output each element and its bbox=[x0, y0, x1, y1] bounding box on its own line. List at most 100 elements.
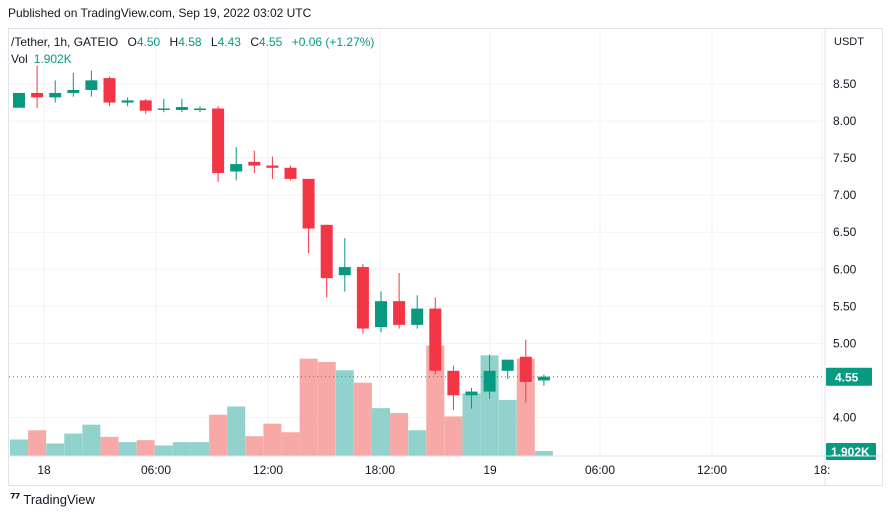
candle-body bbox=[356, 267, 369, 329]
currency-label: USDT bbox=[834, 36, 864, 48]
volume-bar bbox=[516, 358, 535, 456]
volume-legend: Vol 1.902K bbox=[11, 52, 72, 66]
time-tick-label: 19 bbox=[483, 463, 497, 477]
time-tick-label: 06:00 bbox=[141, 463, 171, 477]
volume-bars bbox=[10, 345, 553, 456]
low-value: 4.43 bbox=[217, 35, 241, 49]
change-value: +0.06 (+1.27%) bbox=[291, 35, 375, 49]
grid-lines bbox=[9, 29, 825, 456]
candle-body bbox=[230, 164, 243, 172]
volume-bar bbox=[82, 424, 101, 456]
volume-bar bbox=[534, 451, 553, 456]
candle-body bbox=[67, 89, 80, 93]
symbol-name: /Tether, 1h, GATEIO bbox=[11, 35, 119, 49]
volume-bar bbox=[64, 433, 83, 456]
price-tick-label: 6.50 bbox=[833, 225, 857, 239]
volume-bar bbox=[100, 436, 119, 456]
price-tick-label: 7.50 bbox=[833, 151, 857, 165]
candle-body bbox=[175, 107, 188, 110]
price-tick-label: 5.50 bbox=[833, 299, 857, 313]
candle-body bbox=[501, 359, 514, 371]
last-volume-label: 1.902K bbox=[831, 445, 870, 459]
candlestick-chart[interactable]: 4.55 1.902K USDT 8.50 8.00 7.50 7.00 6.50 6.00 5… bbox=[9, 29, 883, 486]
open-value: 4.50 bbox=[136, 35, 161, 49]
candle-body bbox=[194, 108, 206, 110]
volume-bar bbox=[372, 408, 390, 456]
volume-bar bbox=[209, 414, 228, 456]
volume-bar bbox=[317, 361, 336, 456]
candle-body bbox=[157, 108, 170, 110]
volume-bar bbox=[299, 358, 318, 456]
tradingview-logo-text: TradingView bbox=[23, 492, 95, 507]
time-tick-label: 18:00 bbox=[365, 463, 395, 477]
candle-body bbox=[375, 301, 387, 328]
volume-bar bbox=[390, 413, 409, 456]
tradingview-logo[interactable]: ⁷⁷ TradingView bbox=[10, 492, 95, 507]
volume-bar bbox=[263, 423, 282, 456]
time-tick-label: 18: bbox=[814, 463, 831, 477]
candle-body bbox=[212, 108, 225, 173]
volume-bar bbox=[335, 370, 354, 456]
volume-bar bbox=[46, 443, 65, 456]
candle-body bbox=[537, 376, 550, 381]
candle-body bbox=[393, 301, 406, 325]
candle-body bbox=[465, 391, 478, 396]
price-tick-label: 4.00 bbox=[833, 410, 857, 424]
volume-bar bbox=[444, 416, 463, 456]
candle-body bbox=[31, 92, 44, 98]
candle-body bbox=[103, 78, 116, 103]
volume-bar bbox=[172, 442, 191, 456]
publish-info: Published on TradingView.com, Sep 19, 20… bbox=[8, 6, 312, 20]
price-tick-label: 8.50 bbox=[833, 77, 857, 91]
volume-value: 1.902K bbox=[33, 52, 72, 66]
symbol-legend: /Tether, 1h, GATEIO O4.50 H4.58 L4.43 C4… bbox=[11, 35, 374, 49]
open-label: O bbox=[127, 35, 137, 49]
candle-body bbox=[429, 308, 442, 371]
candle-body bbox=[338, 267, 351, 276]
candle-body bbox=[13, 92, 25, 108]
chart-frame[interactable]: 4.55 1.902K USDT 8.50 8.00 7.50 7.00 6.50 6.00 5… bbox=[8, 28, 883, 486]
time-tick-label: 12:00 bbox=[697, 463, 727, 477]
candle-body bbox=[85, 80, 98, 90]
close-label: C bbox=[250, 35, 259, 49]
candle-body bbox=[302, 178, 315, 229]
time-tick-label: 12:00 bbox=[253, 463, 283, 477]
volume-bar bbox=[136, 440, 155, 456]
candle-body bbox=[447, 370, 460, 396]
candle-body bbox=[49, 92, 62, 98]
time-tick-label: 18 bbox=[37, 463, 51, 477]
price-tick-label: 8.00 bbox=[833, 114, 857, 128]
volume-bar bbox=[462, 393, 481, 456]
volume-label: Vol bbox=[11, 52, 28, 66]
volume-bar bbox=[118, 442, 137, 456]
candle-body bbox=[320, 224, 333, 279]
last-price-box bbox=[826, 367, 872, 386]
volume-bar bbox=[281, 432, 300, 456]
volume-bar bbox=[408, 430, 427, 456]
volume-bar bbox=[245, 436, 264, 456]
close-value: 4.55 bbox=[258, 35, 283, 49]
price-tick-label: 6.00 bbox=[833, 262, 857, 276]
candle-body bbox=[483, 370, 496, 392]
candle-body bbox=[519, 356, 532, 382]
volume-bar bbox=[426, 345, 445, 456]
candle-body bbox=[139, 100, 152, 111]
volume-bar bbox=[191, 442, 209, 456]
volume-bar bbox=[353, 382, 372, 456]
volume-bar bbox=[154, 445, 173, 456]
high-label: H bbox=[169, 35, 179, 49]
volume-bar bbox=[498, 399, 517, 456]
volume-bar bbox=[10, 439, 28, 456]
price-candles bbox=[13, 65, 550, 411]
candle-body bbox=[121, 100, 134, 103]
price-tick-label: 7.00 bbox=[833, 188, 857, 202]
price-tick-label: 5.00 bbox=[833, 336, 857, 350]
low-label: L bbox=[210, 35, 218, 49]
candle-body bbox=[284, 167, 297, 179]
candle-body bbox=[266, 165, 279, 168]
tradingview-logo-icon: ⁷⁷ bbox=[10, 492, 20, 507]
axes: USDT 8.50 8.00 7.50 7.00 6.50 6.00 5.50 5.00 4.00… bbox=[9, 29, 882, 485]
last-price-label: 4.55 bbox=[835, 371, 859, 385]
candle-body bbox=[411, 308, 424, 325]
volume-bar bbox=[227, 406, 246, 456]
